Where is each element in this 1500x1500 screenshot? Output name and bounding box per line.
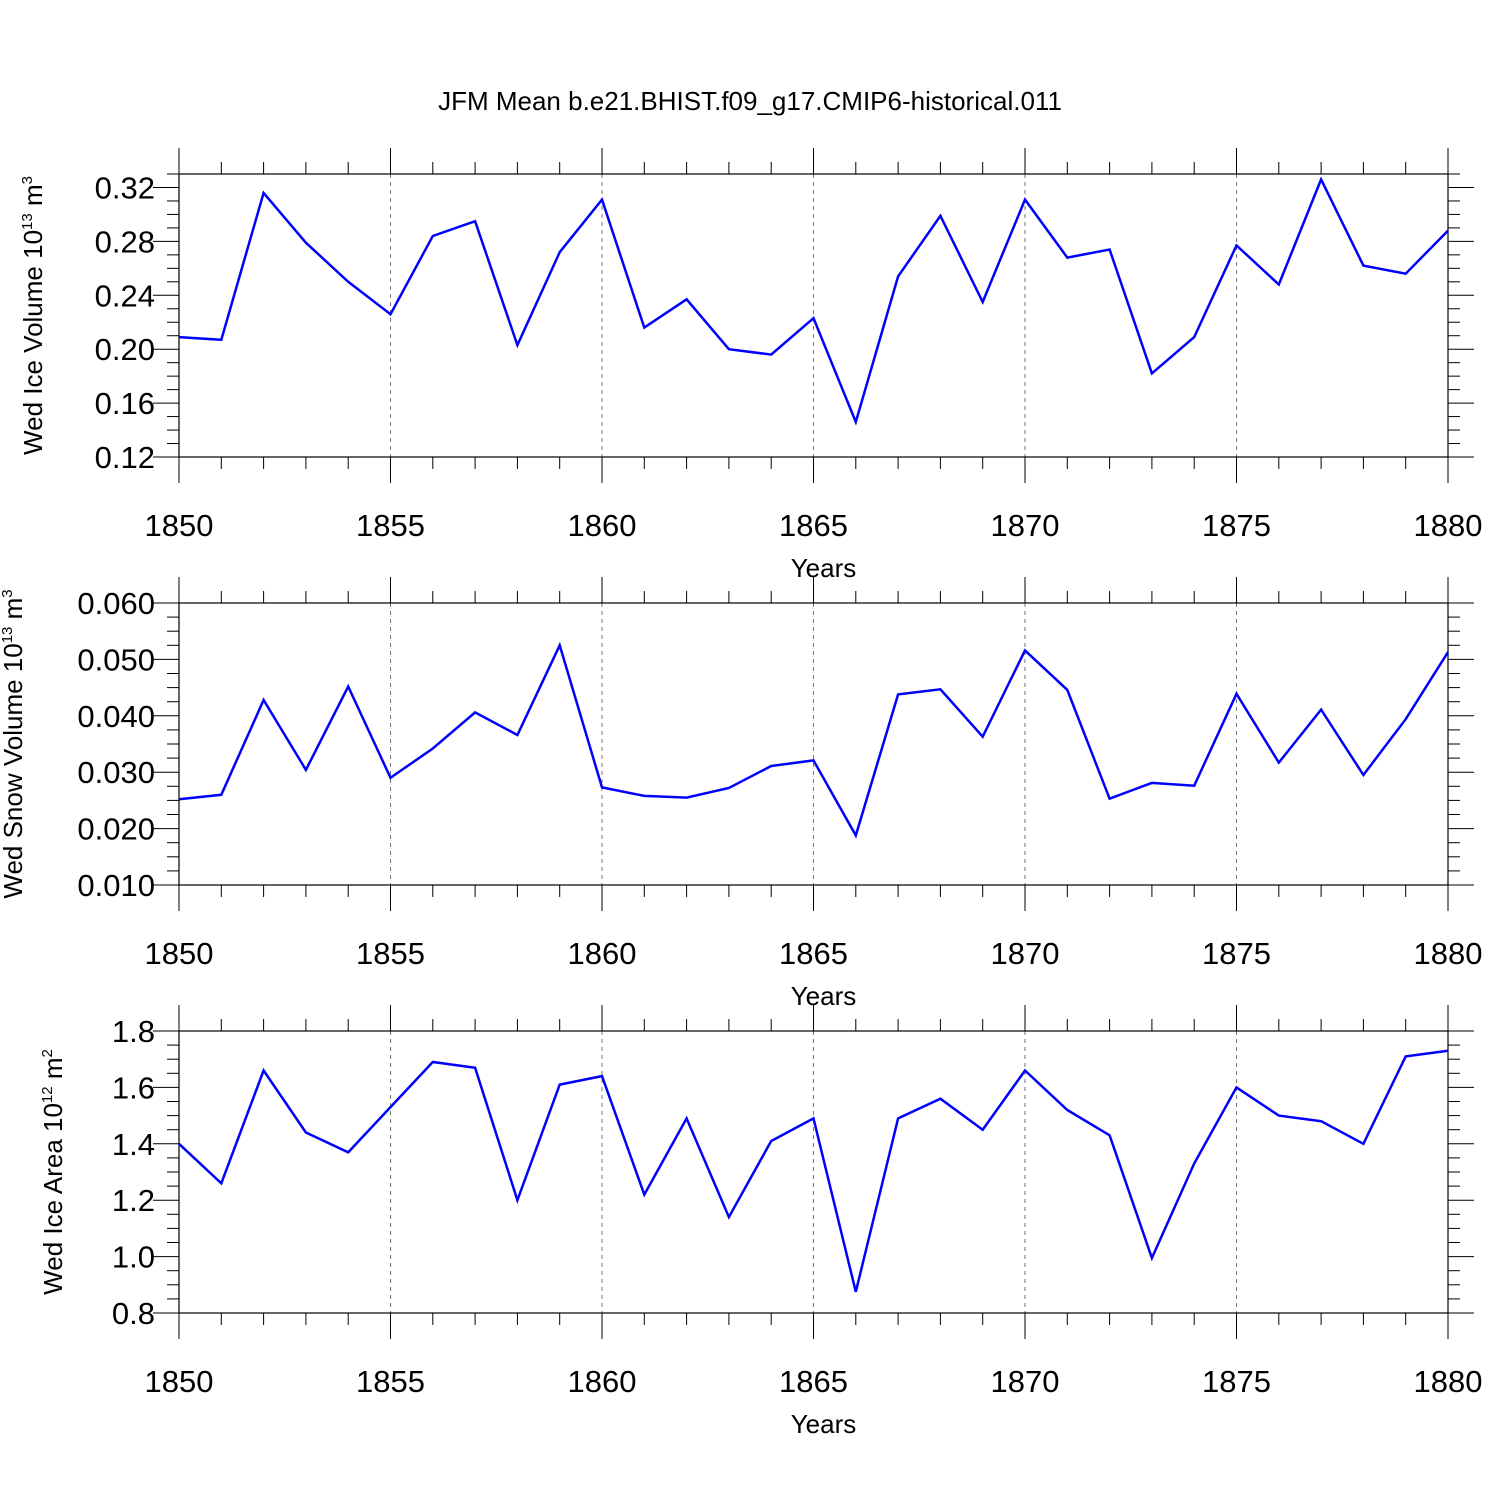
y-axis-label-unit: m — [18, 184, 48, 213]
panel-1: 0.12 0.16 0.20 0.24 0.28 0.32 1850 1855 1860 1865… — [18, 148, 1482, 583]
y-tick-label: 0.20 — [95, 332, 155, 367]
y-axis-label: Wed Ice Volume 1013 m3 — [18, 176, 48, 455]
y-axis-label: Wed Snow Volume 1013 m3 — [0, 589, 28, 898]
x-tick-label: 1855 — [356, 936, 425, 971]
y-tick-label: 0.010 — [77, 868, 155, 903]
y-axis-label-exponent: 13 — [19, 213, 36, 230]
x-tick-label: 1880 — [1414, 936, 1483, 971]
y-tick-label: 0.8 — [112, 1296, 155, 1331]
x-tick-label: 1860 — [568, 1364, 637, 1399]
y-tick-label: 0.24 — [95, 278, 155, 313]
x-tick-label: 1860 — [568, 936, 637, 971]
x-tick-label: 1865 — [779, 1364, 848, 1399]
y-axis-label-exponent: 12 — [39, 1086, 56, 1103]
y-tick-label: 0.28 — [95, 224, 155, 259]
y-axis-label-text: Wed Ice Volume 10 — [18, 230, 48, 455]
y-tick-label: 0.030 — [77, 755, 155, 790]
x-tick-label: 1870 — [991, 508, 1060, 543]
x-tick-label: 1875 — [1202, 936, 1271, 971]
y-axis-label-text: Wed Ice Area 10 — [38, 1103, 68, 1295]
y-tick-label: 1.4 — [112, 1127, 155, 1162]
x-tick-label: 1875 — [1202, 508, 1271, 543]
x-tick-label: 1880 — [1414, 1364, 1483, 1399]
y-tick-label: 0.12 — [95, 440, 155, 475]
y-tick-label: 0.020 — [77, 812, 155, 847]
y-tick-label: 0.16 — [95, 386, 155, 421]
y-axis-label: Wed Ice Area 1012 m2 — [38, 1049, 68, 1295]
y-tick-label: 1.2 — [112, 1183, 155, 1218]
x-tick-label: 1855 — [356, 1364, 425, 1399]
y-axis-label-text: Wed Snow Volume 10 — [0, 643, 28, 898]
x-tick-label: 1865 — [779, 508, 848, 543]
x-axis-label: Years — [791, 553, 857, 583]
y-tick-label: 0.060 — [77, 586, 155, 621]
x-tick-label: 1875 — [1202, 1364, 1271, 1399]
y-axis-label-unit-exponent: 2 — [39, 1049, 56, 1057]
x-tick-label: 1855 — [356, 508, 425, 543]
panel-3: 0.8 1.0 1.2 1.4 1.6 1.8 1850 1855 1860 1865 1870 18… — [38, 1005, 1482, 1439]
x-tick-label: 1850 — [145, 936, 214, 971]
series-line — [178, 176, 1449, 426]
panel-2: 0.010 0.020 0.030 0.040 0.050 0.060 1850 1855 18… — [0, 577, 1482, 1011]
x-axis-label: Years — [791, 981, 857, 1011]
y-axis-label-unit: m — [38, 1058, 68, 1087]
x-tick-label: 1870 — [991, 1364, 1060, 1399]
y-axis-label-exponent: 13 — [0, 627, 16, 644]
x-tick-label: 1850 — [145, 508, 214, 543]
series-line — [178, 1049, 1449, 1293]
x-tick-label: 1850 — [145, 1364, 214, 1399]
y-axis-label-unit-exponent: 3 — [0, 589, 16, 597]
x-tick-label: 1870 — [991, 936, 1060, 971]
y-tick-label: 1.6 — [112, 1070, 155, 1105]
y-tick-label: 0.050 — [77, 642, 155, 677]
series-line — [178, 641, 1450, 839]
y-tick-label: 0.32 — [95, 170, 155, 205]
y-tick-label: 1.8 — [112, 1014, 155, 1049]
x-axis-label: Years — [791, 1409, 857, 1439]
y-axis-label-unit-exponent: 3 — [19, 176, 36, 184]
y-tick-label: 1.0 — [112, 1240, 155, 1275]
x-tick-label: 1860 — [568, 508, 637, 543]
x-tick-label: 1865 — [779, 936, 848, 971]
x-tick-label: 1880 — [1414, 508, 1483, 543]
y-tick-label: 0.040 — [77, 699, 155, 734]
y-axis-label-unit: m — [0, 598, 28, 627]
chart-title: JFM Mean b.e21.BHIST.f09_g17.CMIP6-histo… — [438, 86, 1062, 116]
